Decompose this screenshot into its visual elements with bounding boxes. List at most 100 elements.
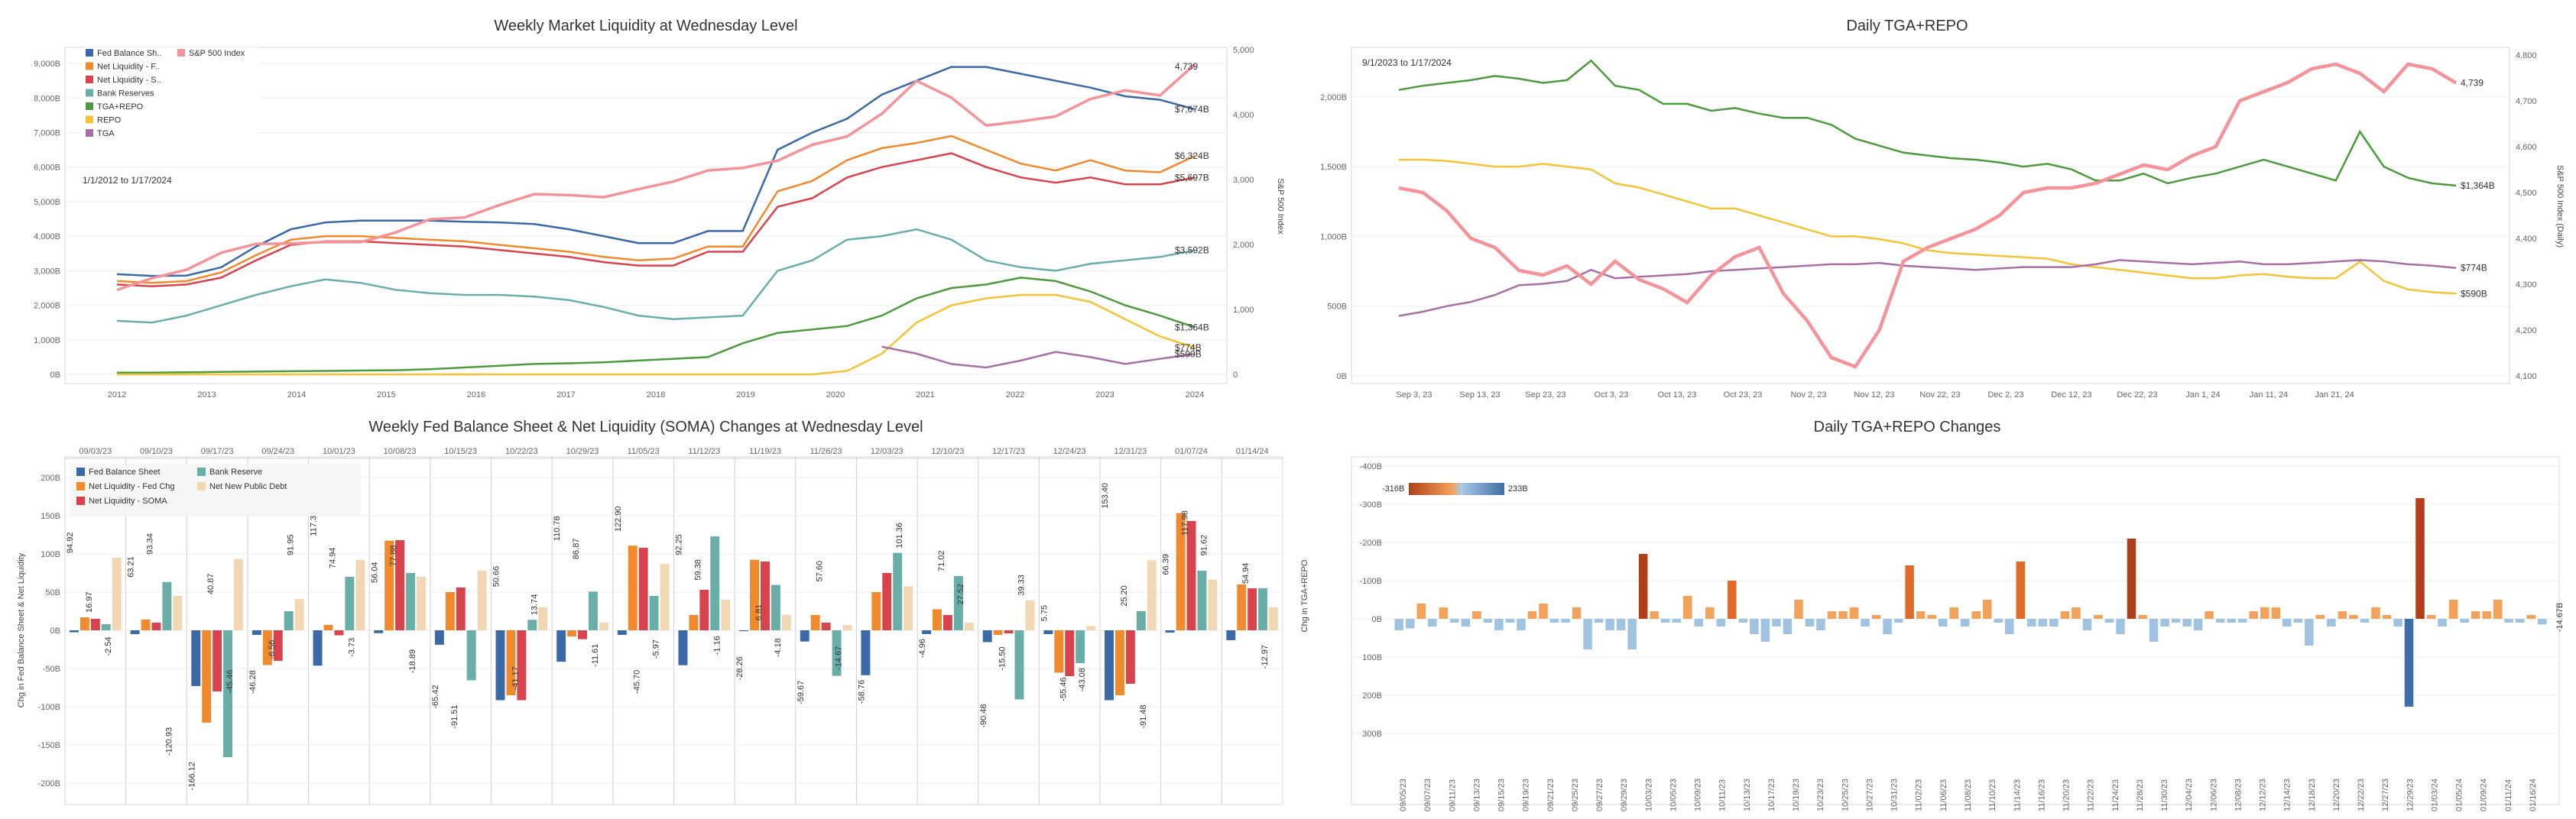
- p3-bar: [882, 573, 892, 630]
- weekly-liquidity-legend: Fed Balance Sh.. Net Liquidity - F.. Net L…: [83, 47, 260, 160]
- p3-value-label: -58.76: [858, 680, 867, 704]
- p4-bar: [2072, 607, 2081, 619]
- p3-bar: [1125, 630, 1135, 684]
- p3-value-label: 56.04: [370, 562, 379, 583]
- p3-y-tick: -150B: [38, 741, 60, 750]
- p3-value-label: 74.94: [329, 548, 338, 569]
- p4-bar: [1861, 619, 1870, 626]
- p2-y-right-tick: 4,300: [2516, 280, 2537, 290]
- daily-tga-repo-title: Daily TGA+REPO: [1846, 18, 1968, 34]
- weekly-liquidity-title: Weekly Market Liquidity at Wednesday Lev…: [494, 18, 797, 34]
- p1-y-left-tick: 7,000B: [34, 129, 60, 138]
- p3-bar: [588, 591, 598, 630]
- p3-bar: [323, 625, 333, 630]
- p3-category-label: 09/24/23: [261, 447, 294, 456]
- p3-bar: [251, 630, 261, 635]
- daily-tga-repo-right-axis-title: S&P 500 Index (Daily): [2555, 165, 2565, 248]
- p4-bar: [2526, 615, 2535, 619]
- p3-category-label: 11/26/23: [810, 447, 842, 456]
- p4-bar: [1461, 619, 1471, 626]
- p2-end-label: 4,739: [2461, 78, 2484, 89]
- p3-bar: [527, 620, 537, 630]
- p4-bar: [2237, 619, 2247, 623]
- p3-category-label: 11/05/23: [628, 447, 660, 456]
- p3-value-label: 117.98: [1181, 510, 1190, 536]
- p2-x-tick: Sep 23, 23: [1525, 390, 1565, 400]
- p3-bar: [313, 630, 323, 666]
- p4-bar: [1728, 581, 1737, 619]
- p4-bar: [2415, 498, 2425, 619]
- p4-bar: [2182, 619, 2192, 626]
- p4-bar: [1416, 604, 1426, 619]
- p1-legend-swatch: [177, 49, 185, 57]
- p4-x-tick: 10/03/23: [1644, 779, 1653, 811]
- p4-bar: [1883, 619, 1892, 634]
- p3-value-label: -15.50: [998, 647, 1007, 671]
- p1-y-left-tick: 6,000B: [34, 163, 60, 173]
- p1-y-left-tick: 4,000B: [34, 232, 60, 241]
- p1-series-line: [881, 345, 1196, 369]
- p3-value-label: -45.46: [225, 670, 235, 694]
- p2-x-tick: Jan 11, 24: [2250, 390, 2289, 400]
- p4-x-tick: 12/12/23: [2259, 779, 2268, 811]
- p4-x-tick: 12/04/23: [2185, 779, 2194, 811]
- p3-bar: [112, 558, 122, 630]
- p3-bar: [617, 630, 627, 635]
- daily-changes-colorscale: [1409, 483, 1504, 495]
- p3-bar: [1043, 630, 1053, 634]
- p3-category-label: 10/22/23: [505, 447, 538, 456]
- p3-category-label: 12/10/23: [932, 447, 965, 456]
- p3-category-label: 11/19/23: [749, 447, 781, 456]
- p3-bar: [1114, 630, 1124, 695]
- p4-bar: [2371, 607, 2380, 619]
- p3-value-label: 16.97: [85, 591, 94, 613]
- p4-x-tick: 11/08/23: [1964, 779, 1973, 811]
- p3-bar: [213, 630, 222, 691]
- p4-x-tick: 12/18/23: [2308, 779, 2317, 811]
- p2-y-left-tick: 500B: [1327, 303, 1347, 312]
- p4-x-tick: 12/22/23: [2357, 779, 2366, 811]
- p4-bar: [2082, 619, 2092, 630]
- p4-bar: [2438, 619, 2447, 626]
- p3-bar: [234, 558, 243, 630]
- p3-value-label: 71.02: [937, 550, 946, 571]
- p4-x-tick: 11/16/23: [2037, 779, 2046, 811]
- p3-bar: [1197, 571, 1207, 630]
- p4-bar: [2038, 619, 2048, 626]
- p3-bar: [1025, 600, 1035, 630]
- p1-end-label: $1,364B: [1175, 322, 1209, 332]
- p4-bar: [2471, 611, 2480, 619]
- p4-bar: [2104, 619, 2114, 623]
- p2-y-left-tick: 1,000B: [1320, 232, 1347, 241]
- p3-bar: [1147, 560, 1157, 630]
- p3-value-label: -5.97: [652, 639, 661, 659]
- p4-bar: [1893, 619, 1903, 623]
- p3-bar: [1237, 584, 1247, 630]
- p3-bar: [262, 630, 272, 665]
- p3-bar: [506, 630, 516, 695]
- p2-y-right-tick: 4,400: [2516, 235, 2537, 244]
- p4-bar: [1627, 619, 1637, 649]
- p4-bar: [2138, 615, 2147, 619]
- p1-legend-swatch: [86, 62, 93, 70]
- p3-category-label: 10/29/23: [566, 447, 599, 456]
- p4-bar: [1794, 600, 1803, 619]
- p4-x-tick: 09/27/23: [1595, 779, 1604, 811]
- p1-end-label: $3,592B: [1175, 245, 1209, 256]
- p3-value-label: 153.40: [1101, 483, 1110, 509]
- p4-x-tick: 11/30/23: [2160, 779, 2169, 811]
- p3-y-tick: 200B: [41, 474, 60, 483]
- p1-legend-swatch: [86, 102, 93, 110]
- p3-value-label: 117.31: [310, 511, 319, 536]
- p3-bar: [660, 564, 670, 630]
- p4-x-tick: 11/06/23: [1939, 779, 1948, 811]
- p4-bar: [2193, 619, 2203, 630]
- p4-x-tick: 11/22/23: [2087, 779, 2096, 811]
- p2-end-label: $1,364B: [2461, 180, 2495, 191]
- p4-bar: [1439, 607, 1449, 619]
- p3-bar: [173, 596, 183, 630]
- p3-value-label: -4.18: [774, 638, 783, 657]
- p3-bar: [90, 619, 100, 630]
- p1-y-left-tick: 5,000B: [34, 198, 60, 207]
- p4-bar: [2149, 619, 2159, 642]
